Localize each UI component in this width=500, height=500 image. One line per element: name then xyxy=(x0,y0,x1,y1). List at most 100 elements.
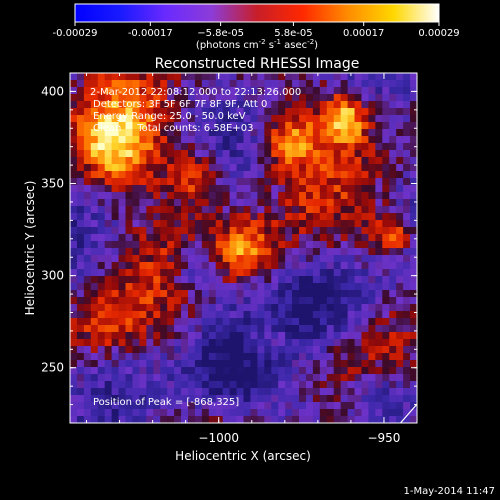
heatmap-cell xyxy=(146,304,154,312)
heatmap-cell xyxy=(160,178,168,186)
heatmap-cell xyxy=(278,157,286,165)
heatmap-cell xyxy=(319,325,328,333)
heatmap-cell xyxy=(90,150,99,158)
heatmap-cell xyxy=(201,416,210,423)
heatmap-cell xyxy=(167,101,175,109)
heatmap-cell xyxy=(299,262,307,270)
heatmap-cell xyxy=(389,115,397,123)
heatmap-cell xyxy=(167,227,175,235)
heatmap-cell xyxy=(90,73,99,81)
heatmap-cell xyxy=(139,297,147,305)
heatmap-cell xyxy=(76,108,85,116)
heatmap-cell xyxy=(396,227,404,235)
heatmap-cell xyxy=(146,185,154,193)
heatmap-cell xyxy=(215,283,224,291)
heatmap-cell xyxy=(201,171,210,179)
heatmap-cell xyxy=(187,101,196,109)
heatmap-cell xyxy=(125,164,133,172)
heatmap-cell xyxy=(292,129,300,137)
heatmap-cell xyxy=(340,290,349,298)
heatmap-cell xyxy=(187,115,196,123)
heatmap-cell xyxy=(271,227,279,235)
heatmap-cell xyxy=(319,255,328,263)
heatmap-cell xyxy=(340,346,349,354)
heatmap-cell xyxy=(375,297,383,305)
heatmap-cell xyxy=(347,248,356,256)
heatmap-cell xyxy=(236,276,244,284)
heatmap-cell xyxy=(104,73,113,81)
heatmap-cell xyxy=(83,136,92,144)
heatmap-cell xyxy=(236,269,244,277)
heatmap-cell xyxy=(201,150,210,158)
heatmap-cell xyxy=(340,374,349,382)
heatmap-cell xyxy=(340,255,349,263)
heatmap-cell xyxy=(97,269,106,277)
heatmap-cell xyxy=(229,311,238,319)
heatmap-cell xyxy=(326,346,335,354)
heatmap-cell xyxy=(285,332,293,340)
heatmap-cell xyxy=(389,360,397,368)
heatmap-cell xyxy=(146,360,154,368)
heatmap-cell xyxy=(132,185,140,193)
heatmap-cell xyxy=(340,94,349,102)
heatmap-cell xyxy=(153,129,161,137)
heatmap-cell xyxy=(375,227,383,235)
heatmap-cell xyxy=(347,136,356,144)
heatmap-cell xyxy=(347,227,356,235)
heatmap-cell xyxy=(111,402,120,410)
heatmap-cell xyxy=(215,290,224,298)
heatmap-cell xyxy=(326,381,335,389)
heatmap-cell xyxy=(389,311,397,319)
heatmap-cell xyxy=(181,262,189,270)
heatmap-cell xyxy=(299,115,307,123)
heatmap-cell xyxy=(174,94,182,102)
heatmap-cell xyxy=(229,101,238,109)
heatmap-cell xyxy=(160,402,168,410)
heatmap-cell xyxy=(264,374,272,382)
heatmap-cell xyxy=(125,388,133,396)
heatmap-cell xyxy=(160,115,168,123)
heatmap-cell xyxy=(305,171,314,179)
heatmap-cell xyxy=(125,157,133,165)
heatmap-cell xyxy=(305,185,314,193)
heatmap-cell xyxy=(97,297,106,305)
heatmap-cell xyxy=(382,388,390,396)
heatmap-cell xyxy=(354,283,362,291)
heatmap-cell xyxy=(278,262,286,270)
heatmap-cell xyxy=(194,402,203,410)
heatmap-cell xyxy=(160,129,168,137)
heatmap-cell xyxy=(215,108,224,116)
heatmap-cell xyxy=(222,395,231,403)
heatmap-cell xyxy=(340,367,349,375)
heatmap-cell xyxy=(347,276,356,284)
heatmap-cell xyxy=(83,255,92,263)
heatmap-cell xyxy=(208,346,217,354)
heatmap-cell xyxy=(111,290,120,298)
heatmap-cell xyxy=(285,122,293,130)
heatmap-cell xyxy=(201,381,210,389)
heatmap-cell xyxy=(312,129,321,137)
heatmap-cell xyxy=(326,360,335,368)
heatmap-cell xyxy=(201,185,210,193)
heatmap-cell xyxy=(271,234,279,242)
heatmap-cell xyxy=(292,80,300,88)
heatmap-cell xyxy=(222,402,231,410)
heatmap-cell xyxy=(375,255,383,263)
heatmap-cell xyxy=(167,73,175,81)
heatmap-cell xyxy=(250,262,258,270)
heatmap-cell xyxy=(368,87,376,95)
heatmap-cell xyxy=(229,262,238,270)
heatmap-cell xyxy=(118,402,127,410)
heatmap-cell xyxy=(382,395,390,403)
heatmap-cell xyxy=(340,108,349,116)
heatmap-cell xyxy=(285,220,293,228)
heatmap-cell xyxy=(264,220,272,228)
heatmap-cell xyxy=(76,206,85,214)
heatmap-cell xyxy=(278,164,286,172)
heatmap-cell xyxy=(70,290,78,298)
heatmap-cell xyxy=(222,276,231,284)
heatmap-cell xyxy=(285,192,293,200)
heatmap-cell xyxy=(90,367,99,375)
y-tick-label: 300 xyxy=(41,269,64,283)
heatmap-cell xyxy=(229,241,238,249)
